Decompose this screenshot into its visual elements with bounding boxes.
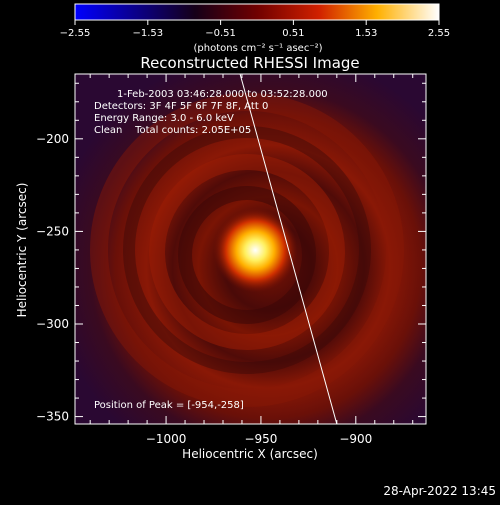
chart-title: Reconstructed RHESSI Image — [140, 54, 359, 72]
y-tick-label: −350 — [36, 410, 69, 424]
colorbar-tick-label: −1.53 — [132, 28, 163, 39]
x-tick-label: −950 — [244, 432, 277, 446]
ring-dark-1 — [178, 186, 316, 324]
plot-area — [75, 74, 426, 424]
colorbar-tick-label: 0.51 — [282, 28, 304, 39]
ring-bright-1 — [149, 154, 345, 350]
x-axis: −1000 −950 −900 — [89, 74, 414, 446]
annotation-detectors: Detectors: 3F 4F 5F 6F 7F 8F, Att 0 — [94, 101, 268, 112]
colorbar: −2.55 −1.53 −0.51 0.51 1.53 2.55 (photons cm⁻… — [60, 3, 450, 54]
colorbar-tick-label: 2.55 — [428, 28, 450, 39]
colorbar-gradient — [74, 3, 440, 21]
solar-limb-line — [239, 74, 338, 424]
x-tick-label: −1000 — [146, 432, 187, 446]
plot-frame — [74, 73, 427, 425]
colorbar-tick-label: −0.51 — [205, 28, 236, 39]
annotation-peak: Position of Peak = [-954,-258] — [94, 400, 244, 411]
colorbar-ticks: −2.55 −1.53 −0.51 0.51 1.53 2.55 — [60, 20, 450, 39]
ring-bright-2 — [90, 93, 404, 407]
annotations: 1-Feb-2003 03:46:28.000 to 03:52:28.000 … — [94, 89, 328, 411]
y-tick-label: −250 — [36, 224, 69, 238]
colorbar-unit-label: (photons cm⁻² s⁻¹ asec⁻²) — [193, 43, 322, 54]
annotation-time-range: 1-Feb-2003 03:46:28.000 to 03:52:28.000 — [117, 89, 328, 100]
x-axis-label: Heliocentric X (arcsec) — [182, 447, 318, 461]
y-tick-label: −200 — [36, 132, 69, 146]
annotation-energy: Energy Range: 3.0 - 6.0 keV — [94, 113, 234, 124]
y-tick-label: −300 — [36, 317, 69, 331]
x-tick-label: −900 — [339, 432, 372, 446]
colorbar-tick-label: 1.53 — [355, 28, 377, 39]
ring-dark-2 — [123, 126, 371, 374]
peak-source — [213, 208, 298, 293]
y-axis: −200 −250 −300 −350 — [36, 82, 426, 424]
footer-timestamp: 28-Apr-2022 13:45 — [383, 484, 496, 498]
y-axis-label: Heliocentric Y (arcsec) — [15, 183, 29, 318]
colorbar-tick-label: −2.55 — [60, 28, 91, 39]
annotation-method: Clean Total counts: 2.05E+05 — [94, 125, 251, 136]
